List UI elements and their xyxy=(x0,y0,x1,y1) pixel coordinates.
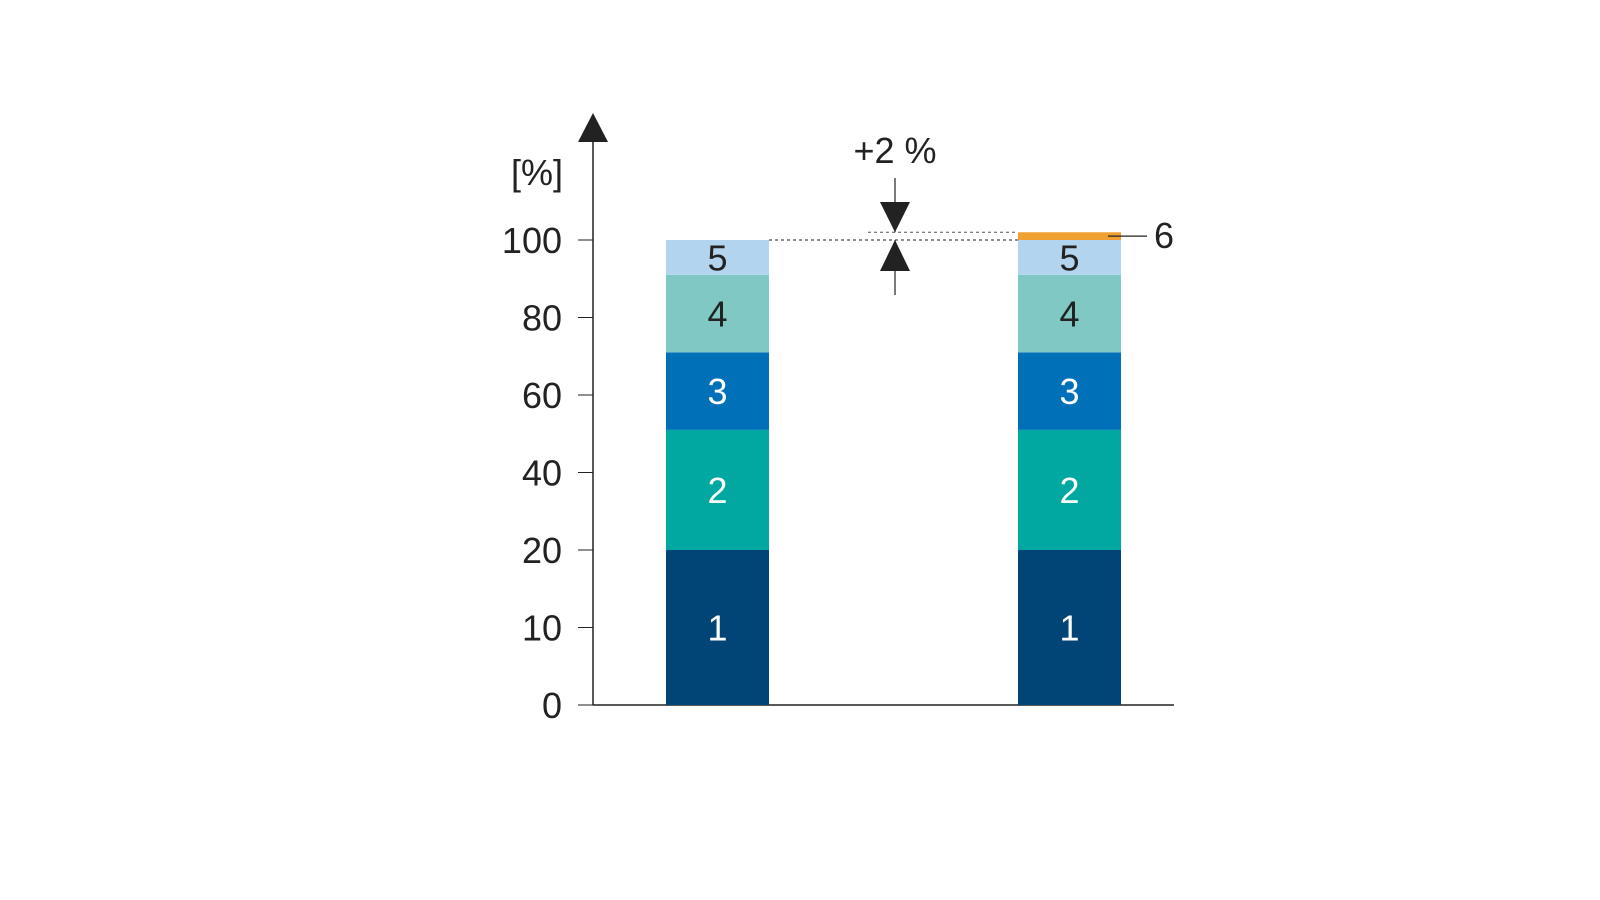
bar-segment-4 xyxy=(666,274,769,353)
bars: 1 2 3 4 5 1 2 3 4 5 xyxy=(666,232,1121,705)
segment-label: 3 xyxy=(707,371,727,412)
annotation-label: +2 % xyxy=(853,130,936,171)
y-tick-label: 10 xyxy=(522,608,562,649)
bar-segment-3 xyxy=(666,352,769,430)
y-axis-arrow-icon xyxy=(578,113,608,142)
bar-segment-1 xyxy=(666,550,769,705)
y-tick-label: 80 xyxy=(522,298,562,339)
segment-label: 2 xyxy=(1059,470,1079,511)
annotation xyxy=(769,178,1147,295)
segment-label: 4 xyxy=(707,294,727,335)
up-arrow-icon xyxy=(880,240,910,271)
segment-label: 5 xyxy=(707,237,727,278)
segment-label: 4 xyxy=(1059,294,1079,335)
bar-segment-5 xyxy=(1018,240,1121,275)
segment-label: 3 xyxy=(1059,371,1079,412)
y-tick-label: 0 xyxy=(542,685,562,726)
bar-segment-4 xyxy=(1018,274,1121,353)
segment-label: 2 xyxy=(707,470,727,511)
y-tick-label: 60 xyxy=(522,375,562,416)
down-arrow-icon xyxy=(880,202,910,233)
bar-segment-3 xyxy=(1018,352,1121,430)
segment-label: 5 xyxy=(1059,237,1079,278)
segment-label: 1 xyxy=(1059,608,1079,649)
bar-segment-5 xyxy=(666,240,769,275)
y-tick-label: 40 xyxy=(522,453,562,494)
callout-label-6: 6 xyxy=(1154,215,1174,256)
bar-segment-2 xyxy=(666,429,769,550)
segment-label: 1 xyxy=(707,608,727,649)
y-tick-label: 20 xyxy=(522,530,562,571)
bar-segment-1 xyxy=(1018,550,1121,705)
bar-segment-6 xyxy=(1018,232,1121,240)
y-tick-label: 100 xyxy=(502,220,562,261)
axes: 0 10 20 40 60 80 100 xyxy=(502,113,1174,726)
bar-segment-2 xyxy=(1018,429,1121,550)
y-axis-label: [%] xyxy=(511,152,563,193)
